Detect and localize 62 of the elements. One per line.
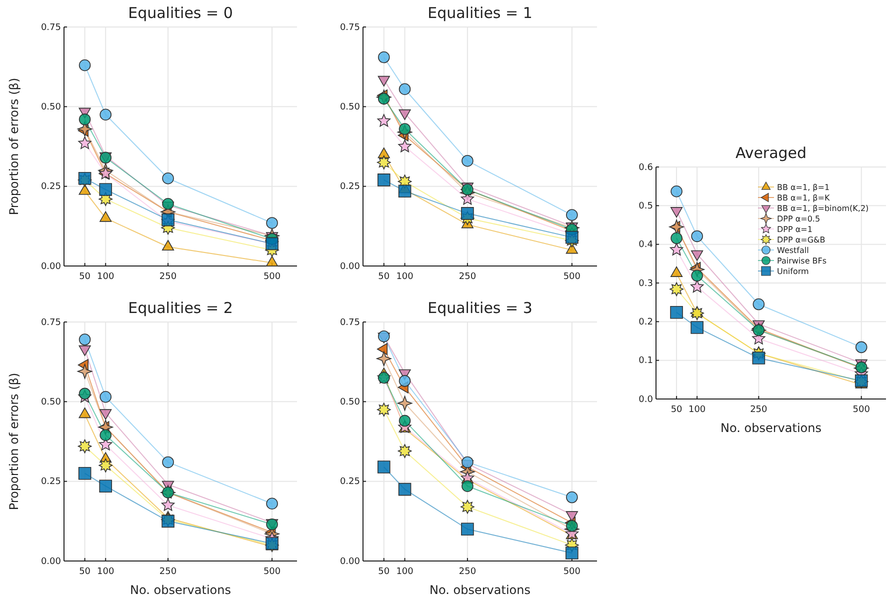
y-tick-label: 0.25 [40, 182, 61, 192]
x-tick-label: 100 [396, 566, 414, 577]
x-tick-label: 250 [159, 566, 177, 577]
legend-label: Westfall [777, 246, 809, 255]
legend-label: Pairwise BFs [777, 256, 827, 266]
x-tick-label: 100 [396, 272, 414, 282]
x-tick-label: 500 [263, 566, 281, 577]
y-tick-label: 0.0 [638, 394, 654, 405]
x-tick-label: 250 [159, 272, 177, 282]
y-axis-title: Proportion of errors (β) [7, 372, 21, 510]
y-tick-label: 0.50 [40, 102, 62, 113]
x-tick-label: 100 [97, 566, 114, 577]
x-tick-label: 100 [97, 272, 114, 282]
chart-title: Averaged [735, 144, 807, 162]
y-tick-label: 0.75 [340, 22, 360, 33]
y-tick-label: 0.75 [40, 318, 61, 328]
x-tick-label: 250 [458, 272, 476, 282]
x-tick-label: 50 [670, 404, 683, 415]
legend-label: Uniform [777, 267, 810, 276]
y-tick-label: 0.75 [340, 318, 360, 328]
x-tick-label: 250 [458, 566, 476, 577]
y-tick-label: 0.50 [340, 398, 360, 408]
x-tick-label: 500 [563, 272, 581, 282]
y-tick-label: 0.25 [340, 182, 360, 192]
x-tick-label: 50 [79, 272, 91, 282]
y-tick-label: 0.1 [638, 356, 653, 366]
y-tick-label: 0.25 [340, 477, 360, 488]
chart-title: Equalities = 3 [428, 299, 532, 317]
y-tick-label: 0.25 [40, 477, 61, 488]
y-axis-title: Proportion of errors (β) [7, 78, 21, 216]
y-tick-label: 0.3 [638, 278, 653, 289]
y-tick-label: 0.00 [40, 262, 62, 272]
legend-label: BB α=1, β=binom(K,2) [777, 204, 869, 213]
x-tick-label: 50 [378, 566, 390, 577]
y-tick-label: 0.00 [340, 262, 360, 272]
y-tick-label: 0.5 [638, 202, 653, 212]
x-axis-title: No. observations [130, 583, 231, 597]
x-tick-label: 500 [263, 272, 281, 282]
legend-label: BB α=1, β=K [777, 194, 830, 202]
x-tick-label: 500 [563, 566, 581, 577]
y-tick-label: 0.4 [638, 240, 654, 250]
chart-title: Equalities = 2 [128, 299, 233, 317]
legend-label: DPP α=1 [777, 225, 812, 234]
chart-title: Equalities = 1 [428, 4, 532, 22]
y-tick-label: 0.6 [638, 162, 654, 173]
y-tick-label: 0.50 [40, 398, 62, 408]
legend-label: DPP α=G&B [777, 236, 826, 244]
y-tick-label: 0.50 [340, 102, 360, 113]
x-tick-label: 250 [750, 404, 768, 415]
legend-label: DPP α=0.5 [777, 214, 820, 224]
x-axis-title: No. observations [720, 421, 822, 435]
chart-title: Equalities = 0 [128, 4, 233, 22]
legend-label: BB α=1, β=1 [777, 183, 830, 192]
y-tick-label: 0.00 [40, 556, 62, 567]
x-tick-label: 500 [852, 404, 870, 415]
y-tick-label: 0.00 [340, 556, 360, 567]
y-tick-label: 0.75 [40, 22, 61, 33]
x-tick-label: 100 [688, 404, 706, 415]
x-tick-label: 50 [79, 566, 91, 577]
y-tick-label: 0.2 [638, 318, 653, 328]
x-axis-title: No. observations [430, 583, 530, 597]
x-tick-label: 50 [378, 272, 390, 282]
